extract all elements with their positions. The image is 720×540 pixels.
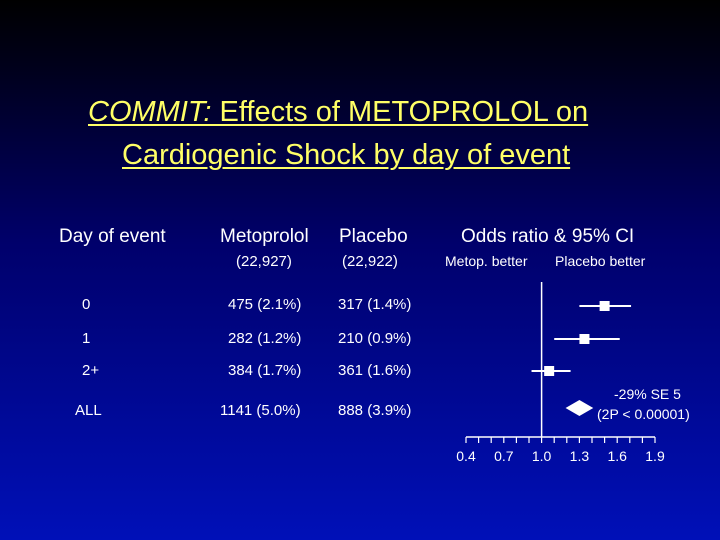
summary-p-value: (2P < 0.00001) xyxy=(597,406,690,422)
row-day: 0 xyxy=(82,296,91,313)
metoprolol-n: (22,927) xyxy=(236,253,292,270)
row-day: 2+ xyxy=(82,362,100,379)
title-trial-name: COMMIT: xyxy=(88,96,212,128)
row-metoprolol: 282 (1.2%) xyxy=(228,330,302,347)
summary-reduction: -29% SE 5 xyxy=(614,386,681,402)
x-tick-label: 0.4 xyxy=(456,448,476,464)
point-estimate xyxy=(579,334,590,344)
placebo-n: (22,922) xyxy=(342,253,398,270)
row-metoprolol: 475 (2.1%) xyxy=(228,296,302,313)
title-line-2: Cardiogenic Shock by day of event xyxy=(122,139,571,171)
x-tick-label: 1.0 xyxy=(532,448,552,464)
x-tick-label: 1.6 xyxy=(607,448,627,464)
point-estimate xyxy=(599,301,610,311)
header-metoprolol: Metoprolol xyxy=(220,226,309,247)
x-tick-label: 1.3 xyxy=(570,448,590,464)
x-tick-label: 1.9 xyxy=(645,448,665,464)
title-line-1: COMMIT: Effects of METOPROLOL on xyxy=(88,96,588,129)
row-placebo: 210 (0.9%) xyxy=(338,330,412,347)
header-placebo: Placebo xyxy=(339,226,408,247)
row-day: 1 xyxy=(82,330,91,347)
row-metoprolol: 384 (1.7%) xyxy=(228,362,302,379)
x-tick-label: 0.7 xyxy=(494,448,514,464)
summary-diamond xyxy=(565,400,594,416)
row-placebo: 317 (1.4%) xyxy=(338,296,412,313)
row-metoprolol: 1141 (5.0%) xyxy=(220,402,301,419)
header-day-of-event: Day of event xyxy=(59,226,166,247)
label-metop-better: Metop. better xyxy=(445,253,528,269)
label-placebo-better: Placebo better xyxy=(555,253,646,269)
row-placebo: 361 (1.6%) xyxy=(338,362,412,379)
header-odds-ratio: Odds ratio & 95% CI xyxy=(461,226,635,247)
point-estimate xyxy=(544,366,555,376)
title-line-1-text: Effects of METOPROLOL on xyxy=(211,96,589,128)
row-day: ALL xyxy=(75,402,102,419)
row-placebo: 888 (3.9%) xyxy=(338,402,412,419)
